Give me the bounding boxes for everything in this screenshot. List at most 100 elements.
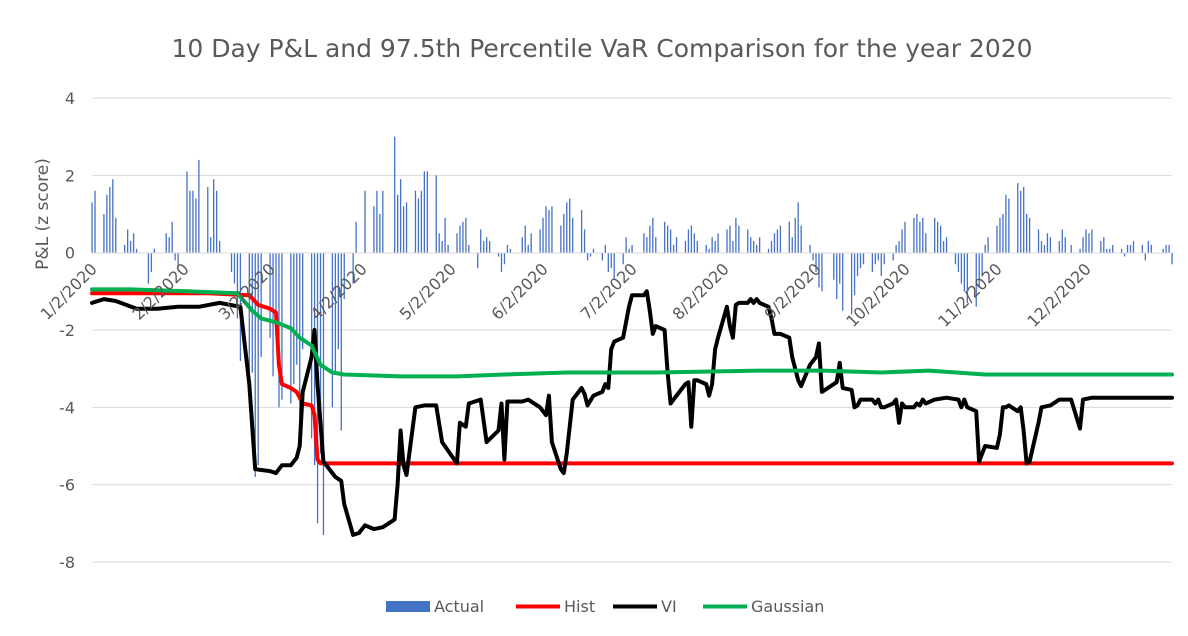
bar-actual (1028, 217, 1031, 253)
bar-actual (112, 179, 114, 253)
bar-actual (1040, 241, 1043, 253)
bar-actual (675, 237, 678, 253)
bar-actual (1112, 244, 1114, 253)
bar-actual (833, 252, 835, 280)
bar-actual (560, 225, 562, 253)
bar-actual (1132, 241, 1135, 253)
bar-actual (468, 244, 470, 253)
bar-actual (153, 248, 156, 253)
bar-actual (904, 221, 906, 253)
x-tick-label: 12/2/2020 (1023, 259, 1094, 330)
bar-actual (500, 252, 503, 272)
bar-actual (124, 244, 126, 253)
bar-actual (859, 252, 862, 269)
bar-actual (150, 252, 153, 272)
bar-actual (233, 252, 236, 284)
bar-actual (898, 241, 900, 253)
bar-actual (486, 237, 488, 253)
bar-actual (566, 202, 568, 253)
bar-actual (975, 252, 977, 307)
bar-actual (530, 233, 532, 253)
bar-actual (960, 252, 963, 284)
bar-actual (218, 241, 221, 253)
bar-actual (767, 248, 770, 253)
bar-actual (1126, 244, 1129, 253)
bar-actual (1141, 244, 1144, 253)
bar-actual (693, 233, 696, 253)
bar-actual (135, 248, 138, 253)
bar-actual (397, 194, 399, 253)
bar-actual (696, 241, 698, 253)
bar-actual (343, 252, 345, 300)
bar-actual (791, 237, 793, 253)
bar-actual (919, 221, 921, 253)
bar-actual (379, 214, 381, 253)
bar-actual (435, 175, 437, 253)
bar-actual (1147, 241, 1149, 253)
bar-actual (1058, 241, 1060, 253)
y-axis-ticks: 4 2 0 -2 -4 -6 -8 (59, 89, 75, 572)
bar-actual (794, 217, 796, 253)
bar-actual (1144, 252, 1146, 261)
bar-actual (1023, 186, 1025, 253)
bar-actual (963, 252, 966, 292)
bar-actual (94, 190, 96, 253)
bar-actual (604, 244, 606, 253)
bar-actual (456, 233, 458, 253)
bar-actual (1100, 241, 1102, 253)
bar-actual (364, 190, 366, 253)
legend: Actual Hist VI Gaussian (386, 597, 824, 616)
bar-actual (1017, 183, 1019, 253)
line-gaussian (90, 287, 1174, 379)
bar-actual (334, 252, 336, 373)
bar-actual (586, 252, 589, 261)
bar-actual (999, 217, 1001, 253)
bar-actual (871, 252, 874, 272)
bar-actual (1106, 248, 1108, 253)
line-vi (90, 289, 1174, 537)
bar-actual (423, 171, 426, 253)
bar-actual (1049, 237, 1052, 253)
bar-actual (109, 186, 111, 253)
var-lines (90, 287, 1174, 537)
y-axis-label: P&L (z score) (33, 158, 53, 270)
bar-actual (1079, 248, 1081, 253)
bar-actual (447, 244, 449, 253)
bar-actual (1103, 237, 1105, 253)
bar-actual (818, 252, 820, 288)
bar-actual (216, 190, 218, 253)
chart-title: 10 Day P&L and 97.5th Percentile VaR Com… (171, 34, 1032, 63)
bar-actual (563, 214, 565, 253)
bar-actual (646, 237, 648, 253)
bar-actual (296, 252, 298, 365)
bar-actual (836, 252, 838, 300)
bar-actual (812, 252, 814, 261)
bar-actual (945, 237, 948, 253)
bar-actual (186, 171, 188, 253)
bar-actual (509, 248, 512, 253)
bar-actual (1061, 229, 1063, 253)
bar-actual (322, 252, 325, 535)
bar-actual (302, 252, 304, 350)
bar-actual (248, 252, 250, 396)
y-tick-label: 0 (65, 244, 75, 263)
bar-actual (776, 229, 779, 253)
x-tick-label: 5/2/2020 (396, 259, 460, 323)
bar-actual (892, 252, 894, 261)
bar-actual (272, 252, 274, 377)
bar-actual (862, 252, 865, 265)
legend-label-vi: VI (661, 597, 677, 616)
bar-actual (672, 244, 675, 253)
bar-actual (1123, 252, 1126, 257)
bar-actual (1120, 248, 1123, 253)
bar-actual (257, 252, 259, 466)
bar-actual (756, 244, 758, 253)
bar-actual (839, 252, 841, 284)
bar-actual (441, 241, 443, 253)
bar-actual (735, 217, 737, 253)
bar-actual (738, 225, 740, 253)
bar-actual (753, 241, 755, 253)
bar-actual (352, 252, 354, 284)
bar-actual (236, 252, 239, 319)
bar-actual (394, 136, 396, 253)
